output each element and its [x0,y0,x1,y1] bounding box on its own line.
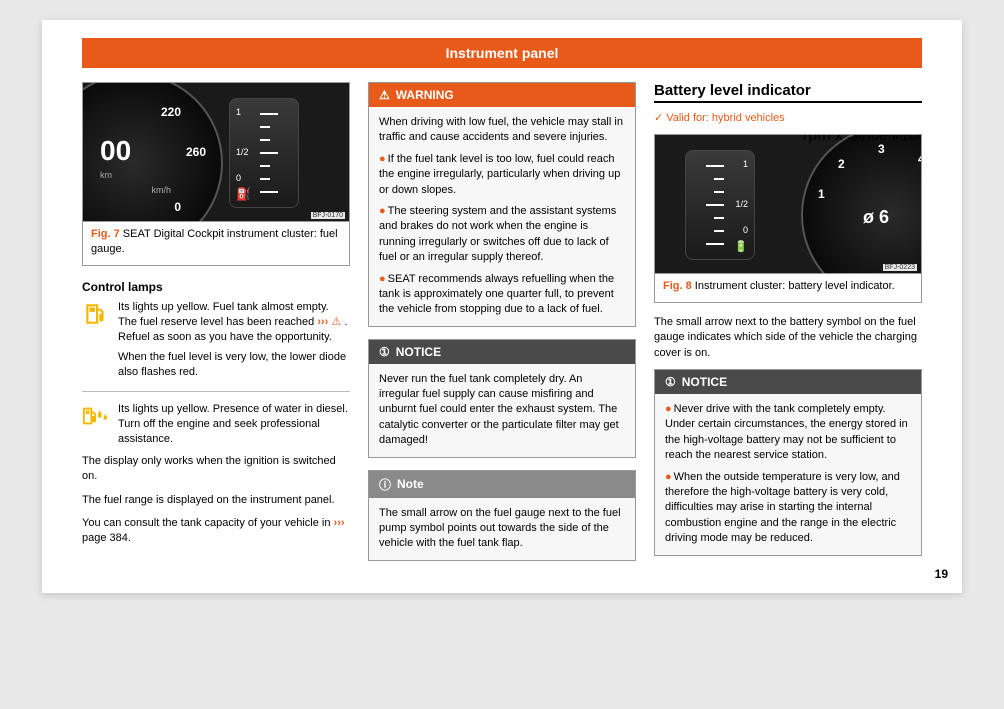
fignum-8: Fig. 8 [663,280,692,292]
batt-0: 0 [743,225,748,235]
figure-code: BFJ-0170 [311,212,345,219]
notice-2-b1: ●Never drive with the tank completely em… [665,402,911,464]
notice-2-body: ●Never drive with the tank completely em… [655,394,921,555]
warning-body: When driving with low fuel, the vehicle … [369,107,635,326]
figure-7-caption: Fig. 7 SEAT Digital Cockpit instrument c… [82,222,350,266]
fig7-caption-text: SEAT Digital Cockpit instrument cluster:… [91,228,338,255]
fuel-1: 1 [236,107,241,117]
lamp-1-row: Its lights up yellow. Fuel tank almost e… [82,300,350,381]
speedometer-graphic: 220 260 00 km km/h 0 [82,82,223,222]
tacho-rpm: rpm x [803,134,843,144]
warning-b1: ●If the fuel tank level is too low, fuel… [379,152,625,198]
lamp1-t3: When the fuel level is very low, the low… [118,350,350,381]
fignum-7: Fig. 7 [91,228,120,240]
notice-box-1: ① NOTICE Never run the fuel tank complet… [368,339,636,458]
battery-icon: 🔋 [734,240,748,253]
batt-1: 1 [743,159,748,169]
figure-8-image: 1 1/2 0 🔋 2 3 4 1 rpm x Since ø 6 l/10 [654,134,922,274]
fuel-half: 1/2 [236,147,249,157]
speedo-220: 220 [161,105,181,119]
warning-box: ⚠ WARNING When driving with low fuel, th… [368,82,636,327]
info-icon: ⓘ [379,476,391,493]
notice-2-header: ① NOTICE [655,370,921,394]
page-header: Instrument panel [82,38,922,68]
speedo-zero: 0 [174,200,181,214]
fuel-pump-icon: ⛽ [236,187,251,201]
column-2: ⚠ WARNING When driving with low fuel, th… [368,82,636,573]
warning-p1: When driving with low fuel, the vehicle … [379,115,625,146]
col1-p3: You can consult the tank capacity of you… [82,516,350,547]
column-1: 220 260 00 km km/h 0 1 1/2 0 ⛽ BFJ-0170 [82,82,350,573]
notice-box-2: ① NOTICE ●Never drive with the tank comp… [654,369,922,556]
valid-for-text: ✓ Valid for: hybrid vehicles [654,111,922,124]
warning-b3: ●SEAT recommends always refuelling when … [379,272,625,318]
notice-1-body: Never run the fuel tank completely dry. … [369,364,635,457]
notice-2-icon: ① [665,375,676,389]
control-lamps-heading: Control lamps [82,280,350,294]
lamp-2-text: Its lights up yellow. Presence of water … [118,402,350,448]
col3-p1: The small arrow next to the battery symb… [654,315,922,361]
speedo-km: km [100,170,112,180]
note-box: ⓘ Note The small arrow on the fuel gauge… [368,470,636,561]
notice-1-p1: Never run the fuel tank completely dry. … [379,372,625,449]
notice-icon: ① [379,345,390,359]
col1-p3a: You can consult the tank capacity of you… [82,517,334,529]
warning-icon: ⚠ [379,88,390,102]
content-columns: 220 260 00 km km/h 0 1 1/2 0 ⛽ BFJ-0170 [42,82,962,573]
page-number: 19 [935,567,948,581]
notice-1-header: ① NOTICE [369,340,635,364]
tachometer-graphic: 2 3 4 1 rpm x Since ø 6 l/100 [801,134,922,274]
tacho-val: ø 6 [863,207,889,228]
divider [82,391,350,392]
speedo-kmh: km/h [151,185,171,195]
column-3: Battery level indicator ✓ Valid for: hyb… [654,82,922,573]
warning-b2: ●The steering system and the assistant s… [379,204,625,266]
manual-page: Instrument panel 220 260 00 km km/h 0 1 … [42,20,962,593]
fig8-caption-text: Instrument cluster: battery level indica… [695,280,895,292]
lamp1-t1: Its lights up yellow. Fuel tank almost e… [118,301,329,328]
lamp-2-row: Its lights up yellow. Presence of water … [82,402,350,448]
col1-p2: The fuel range is displayed on the instr… [82,493,350,508]
fuel-bar-graphic: 1 1/2 0 ⛽ [229,98,299,208]
note-body: The small arrow on the fuel gauge next t… [369,498,635,560]
figure-7-image: 220 260 00 km km/h 0 1 1/2 0 ⛽ BFJ-0170 [82,82,350,222]
water-in-diesel-icon [82,402,110,430]
notice-2-b2: ●When the outside temperature is very lo… [665,470,911,547]
note-header: ⓘ Note [369,471,635,498]
tacho-2: 2 [838,157,845,171]
lamp-1-text: Its lights up yellow. Fuel tank almost e… [118,300,350,381]
tacho-unit: l/100 [892,134,922,144]
col1-p3-arrows: ››› [334,517,345,529]
tacho-1: 1 [818,187,825,201]
fuel-reserve-icon [82,300,110,328]
warning-header: ⚠ WARNING [369,83,635,107]
tacho-4: 4 [918,152,922,166]
fuel-0: 0 [236,173,241,183]
battery-bar-graphic: 1 1/2 0 🔋 [685,150,755,260]
tacho-3: 3 [878,142,885,156]
note-title: Note [397,477,424,491]
col1-p3b: page 384. [82,532,131,544]
speedo-260: 260 [186,145,206,159]
battery-level-heading: Battery level indicator [654,82,922,103]
figure-8-code: BFJ-0223 [883,264,917,271]
notice-2-title: NOTICE [682,375,727,389]
note-p1: The small arrow on the fuel gauge next t… [379,506,625,552]
col1-p1: The display only works when the ignition… [82,454,350,485]
speedo-big: 00 [100,135,131,167]
batt-half: 1/2 [735,199,748,209]
notice-1-title: NOTICE [396,345,441,359]
warning-title: WARNING [396,88,454,102]
figure-8-caption: Fig. 8 Instrument cluster: battery level… [654,274,922,303]
lamp1-arrows: ››› [317,316,328,328]
